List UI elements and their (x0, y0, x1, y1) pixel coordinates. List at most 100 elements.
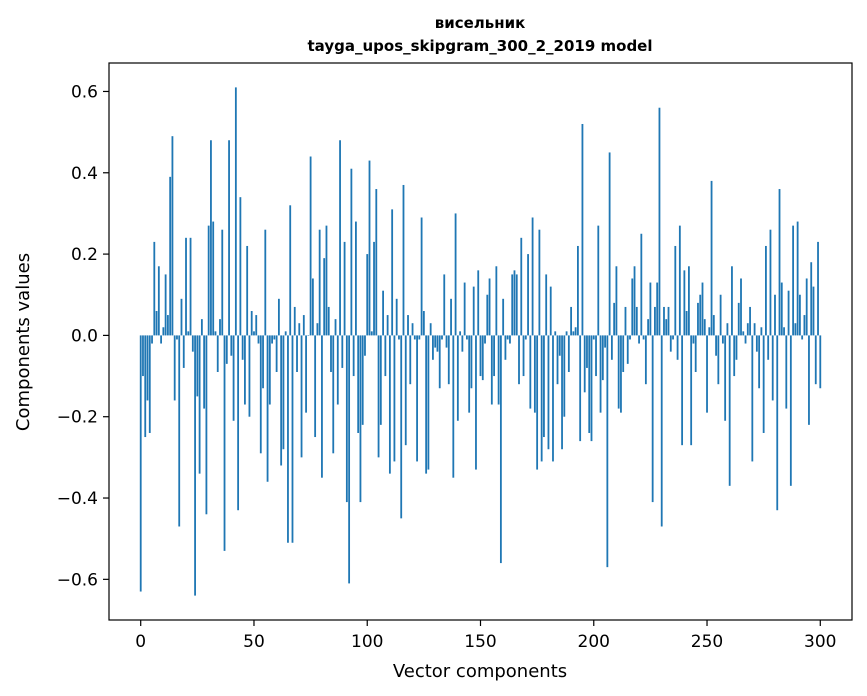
bar-168 (520, 237, 523, 336)
bar-55 (264, 229, 267, 336)
bar-150 (479, 335, 482, 377)
bar-300 (819, 335, 822, 389)
bar-251 (708, 327, 711, 336)
bar-283 (780, 282, 783, 336)
bar-291 (798, 294, 801, 336)
bar-77 (314, 335, 317, 438)
bar-213 (622, 335, 625, 372)
y-tick-label: −0.6 (57, 570, 98, 590)
bar-152 (484, 335, 486, 344)
bar-12 (166, 315, 169, 336)
bar-101 (368, 160, 371, 336)
bar-140 (456, 335, 459, 421)
y-axis-label: Components values (13, 253, 34, 431)
bar-84 (330, 335, 332, 372)
bar-172 (529, 335, 532, 409)
bar-57 (268, 335, 271, 405)
bar-273 (758, 335, 761, 389)
bar-122 (416, 335, 418, 462)
bar-34 (216, 335, 219, 372)
bar-43 (237, 335, 240, 511)
bar-202 (597, 225, 600, 336)
bar-217 (631, 278, 634, 336)
bar-204 (601, 335, 604, 381)
bar-102 (370, 331, 373, 336)
bar-143 (463, 282, 466, 336)
bar-220 (638, 335, 640, 344)
bar-153 (486, 294, 489, 336)
bar-48 (248, 335, 251, 417)
bar-121 (413, 335, 416, 340)
bar-128 (429, 323, 432, 336)
x-tick-label: 250 (691, 632, 723, 652)
bar-52 (257, 335, 260, 344)
bar-133 (441, 335, 443, 340)
bar-177 (540, 335, 543, 462)
bar-37 (223, 335, 226, 551)
x-axis-label: Vector components (393, 661, 567, 682)
bar-170 (524, 335, 527, 340)
bar-296 (810, 262, 813, 336)
bar-135 (445, 335, 448, 348)
bar-114 (398, 335, 400, 340)
bar-21 (187, 331, 190, 336)
bar-26 (198, 335, 201, 474)
bar-62 (280, 335, 283, 466)
bar-36 (221, 229, 224, 336)
bar-107 (382, 290, 384, 336)
x-tick-label: 150 (464, 632, 496, 652)
bar-29 (205, 335, 208, 515)
bar-268 (746, 323, 749, 336)
bar-124 (420, 217, 423, 336)
bar-113 (395, 298, 398, 336)
bar-61 (277, 298, 280, 336)
bar-82 (325, 225, 328, 336)
bar-145 (468, 335, 471, 413)
bar-186 (561, 335, 563, 450)
bar-209 (613, 302, 616, 336)
bar-32 (212, 221, 215, 336)
bar-259 (726, 323, 729, 336)
bar-158 (497, 335, 500, 405)
bar-151 (481, 335, 484, 381)
bar-23 (191, 335, 194, 352)
bar-187 (563, 335, 566, 417)
bar-20 (185, 237, 187, 336)
bar-211 (617, 335, 620, 409)
bar-241 (685, 311, 688, 336)
bar-221 (640, 233, 643, 336)
bar-270 (751, 335, 754, 462)
bar-106 (379, 335, 382, 425)
bar-282 (778, 189, 781, 336)
bar-299 (817, 241, 819, 336)
bar-260 (728, 335, 731, 486)
bar-40 (230, 335, 233, 356)
bar-105 (377, 335, 380, 458)
bar-160 (502, 298, 505, 336)
bar-214 (624, 306, 627, 336)
bar-109 (386, 315, 389, 336)
bar-271 (753, 323, 756, 336)
bar-176 (538, 229, 541, 336)
bar-208 (610, 335, 613, 360)
bar-45 (241, 335, 244, 360)
bar-39 (228, 140, 230, 336)
bar-17 (178, 335, 181, 527)
bar-157 (495, 266, 498, 336)
bar-104 (375, 189, 378, 336)
bar-108 (384, 335, 387, 377)
bar-28 (203, 335, 206, 409)
bar-79 (318, 229, 321, 336)
bar-15 (173, 335, 176, 401)
bar-267 (744, 335, 747, 344)
bar-289 (794, 323, 797, 336)
bar-193 (577, 245, 579, 336)
bar-112 (393, 335, 396, 462)
bar-51 (255, 315, 258, 336)
bar-10 (162, 327, 165, 336)
bar-134 (443, 274, 446, 336)
bar-5 (151, 335, 153, 344)
bar-185 (558, 335, 561, 356)
bar-27 (200, 319, 203, 336)
bar-70 (298, 323, 301, 336)
